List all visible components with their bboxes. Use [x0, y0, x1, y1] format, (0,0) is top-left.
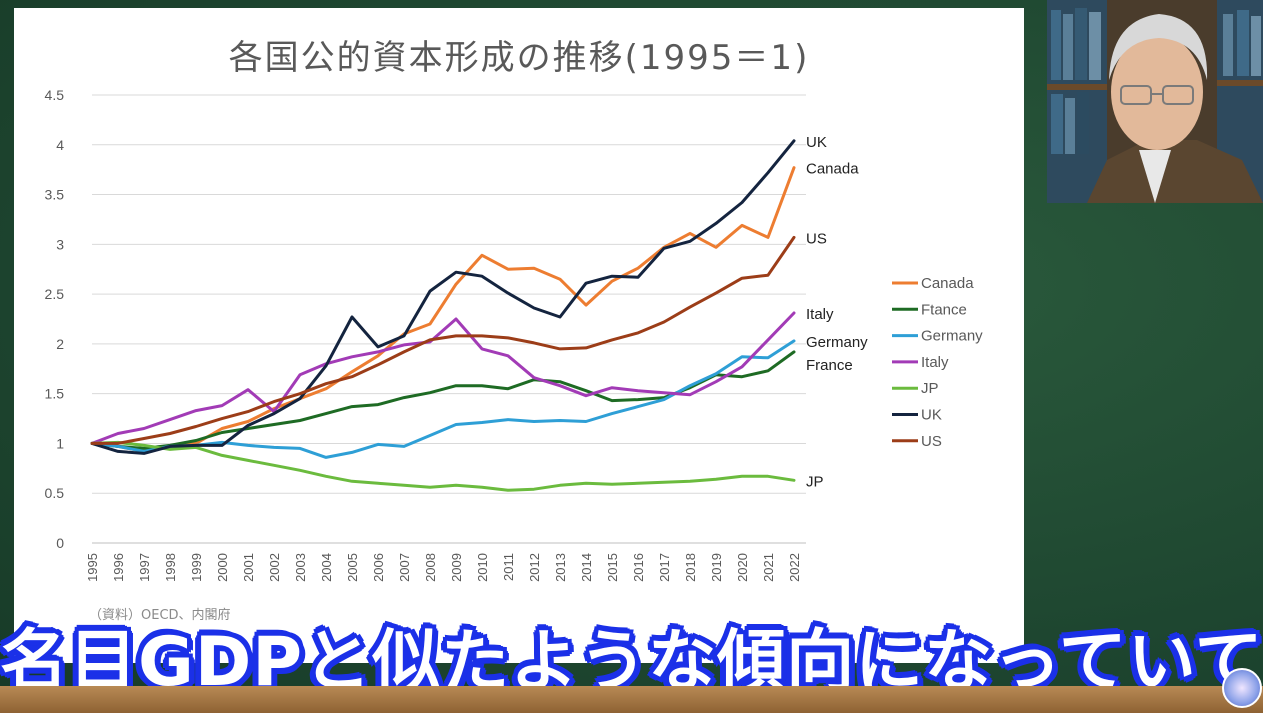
- y-tick-label: 2.5: [45, 286, 65, 302]
- x-tick-label: 2015: [605, 553, 620, 582]
- legend-label: Canada: [921, 275, 974, 292]
- line-chart: 0 0.5 1 1.5 2 2.5 3 3.5 4 4.5 1995 1996 1997 1998 1999…: [45, 87, 984, 582]
- x-tick-label: 1996: [111, 553, 126, 582]
- chart-title: 各国公的資本形成の推移(1995＝1): [228, 38, 810, 78]
- x-tick-label: 1997: [137, 553, 152, 582]
- y-tick-label: 3.5: [45, 187, 65, 203]
- x-tick-label: 2018: [683, 553, 698, 582]
- legend-label: UK: [921, 407, 942, 424]
- x-tick-label: 2004: [319, 553, 334, 582]
- series-line-ftance: [90, 350, 796, 450]
- y-tick-label: 1.5: [45, 386, 65, 402]
- x-tick-label: 2017: [657, 553, 672, 582]
- x-tick-label: 1995: [85, 553, 100, 582]
- x-tick-label: 2002: [267, 553, 282, 582]
- end-label: UK: [806, 134, 827, 151]
- end-label: Germany: [806, 334, 868, 351]
- desk-edge: [0, 686, 1263, 713]
- y-tick-label: 1: [56, 435, 64, 451]
- y-tick-label: 3: [56, 236, 64, 252]
- y-tick-label: 4.5: [45, 87, 65, 103]
- end-label: France: [806, 357, 853, 374]
- end-label: Italy: [806, 306, 834, 323]
- series-line-us: [90, 235, 796, 445]
- presenter-webcam: [1047, 0, 1263, 203]
- x-tick-label: 2003: [293, 553, 308, 582]
- end-label: Canada: [806, 161, 859, 178]
- x-tick-label: 2009: [449, 553, 464, 582]
- legend-label: Germany: [921, 328, 983, 345]
- end-label: JP: [806, 473, 824, 490]
- x-tick-label: 2005: [345, 553, 360, 582]
- series-line-uk: [90, 139, 796, 455]
- series-line-italy: [90, 311, 796, 445]
- slide: 各国公的資本形成の推移(1995＝1) 0 0.5 1 1.5 2 2.5 3 3.5 4 4.5…: [14, 8, 1024, 663]
- x-tick-label: 2011: [501, 553, 516, 581]
- y-tick-label: 2: [56, 336, 64, 352]
- x-tick-label: 2014: [579, 553, 594, 582]
- x-tick-label: 2022: [787, 553, 802, 582]
- y-tick-label: 0.5: [45, 485, 65, 501]
- presenter-image: [1047, 0, 1263, 203]
- x-tick-label: 2010: [475, 553, 490, 582]
- x-tick-label: 2021: [761, 553, 776, 582]
- y-tick-label: 0: [56, 535, 64, 551]
- x-tick-label: 2020: [735, 553, 750, 582]
- x-tick-label: 2019: [709, 553, 724, 582]
- source-note: （資料）OECD、内閣府: [89, 608, 231, 623]
- legend-label: Italy: [921, 354, 949, 371]
- x-tick-label: 2012: [527, 553, 542, 582]
- legend-label: US: [921, 433, 942, 450]
- x-tick-label: 2016: [631, 553, 646, 582]
- end-label: US: [806, 230, 827, 247]
- x-tick-label: 2008: [423, 553, 438, 582]
- x-tick-label: 2006: [371, 553, 386, 582]
- x-tick-label: 2000: [215, 553, 230, 582]
- channel-logo-icon: [1222, 668, 1262, 708]
- y-tick-label: 4: [56, 137, 64, 153]
- subtitle-caption: 名目GDPと似たような傾向になっていて: [0, 623, 1263, 702]
- x-tick-label: 2007: [397, 553, 412, 582]
- x-tick-label: 2001: [241, 553, 256, 582]
- x-tick-label: 1998: [163, 553, 178, 582]
- legend-label: JP: [921, 380, 939, 397]
- x-tick-label: 2013: [553, 553, 568, 582]
- series-line-jp: [90, 440, 796, 492]
- x-tick-label: 1999: [189, 553, 204, 582]
- legend-label: Ftance: [921, 301, 967, 318]
